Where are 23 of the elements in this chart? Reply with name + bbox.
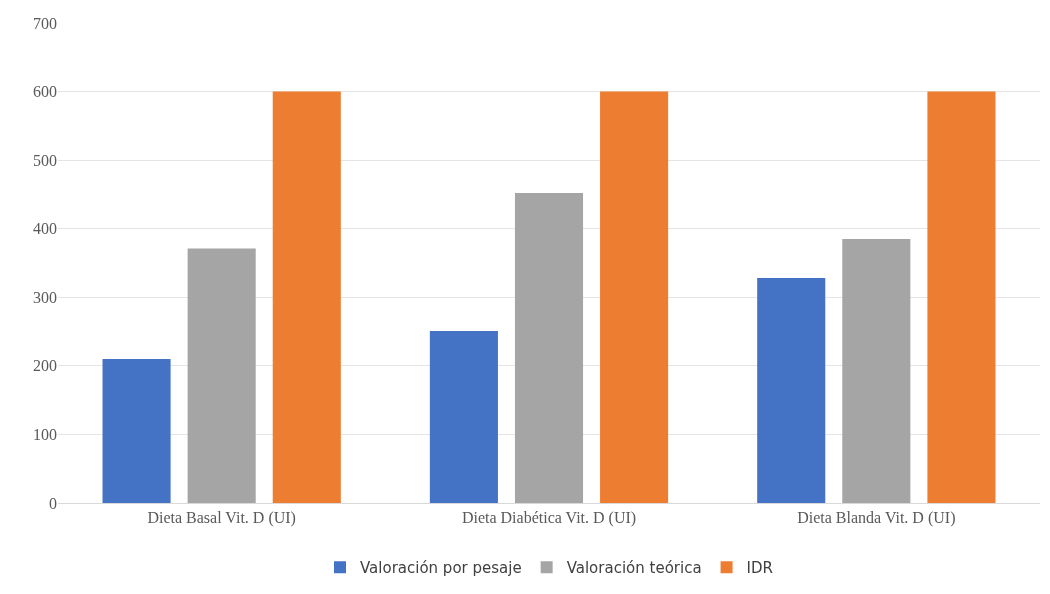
y-tick-label: 0 — [49, 494, 57, 512]
bar — [757, 278, 826, 503]
bar — [842, 239, 911, 503]
legend-label: Valoración teórica — [566, 559, 702, 578]
bar — [272, 91, 341, 503]
bar — [187, 248, 256, 503]
y-tick-label: 400 — [33, 220, 57, 238]
y-tick-label: 600 — [33, 83, 57, 101]
bar — [429, 330, 498, 503]
bar — [927, 91, 996, 503]
x-tick-label: Dieta Basal Vit. D (UI) — [147, 509, 296, 528]
y-tick-label: 300 — [33, 288, 57, 306]
y-tick-label: 700 — [33, 14, 57, 32]
legend-label: IDR — [746, 559, 773, 578]
bar — [102, 359, 171, 503]
legend-label: Valoración por pesaje — [360, 559, 522, 578]
bar — [600, 91, 669, 503]
y-tick-label: 200 — [33, 357, 57, 375]
y-tick-label: 100 — [33, 426, 57, 444]
x-tick-label: Dieta Diabética Vit. D (UI) — [461, 509, 637, 528]
y-tick-label: 500 — [33, 151, 57, 169]
x-tick-label: Dieta Blanda Vit. D (UI) — [797, 509, 956, 528]
bar — [514, 193, 584, 503]
